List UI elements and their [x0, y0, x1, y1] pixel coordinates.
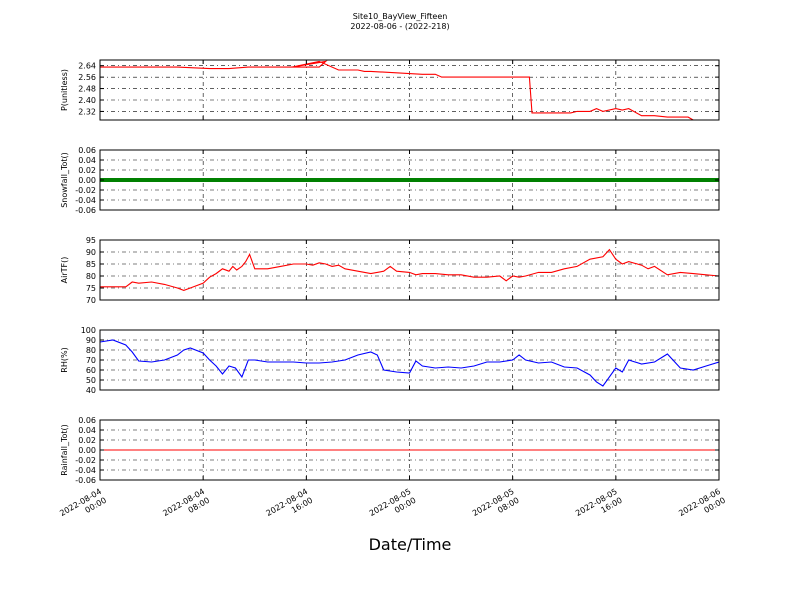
y-tick-label: 60: [86, 366, 96, 375]
y-tick-label: 2.64: [78, 62, 96, 71]
x-tick-label: 2022-08-0400:00: [58, 487, 108, 527]
subplot-panels: 2.322.402.482.562.64P(unitless)-0.06-0.0…: [60, 59, 720, 485]
y-tick-label: -0.04: [75, 196, 96, 205]
y-axis-label: Snowfall_Tot(): [60, 152, 69, 208]
y-tick-label: 0.04: [78, 156, 96, 165]
subplot-5: -0.06-0.04-0.020.000.020.040.06 Rainfall_…: [60, 416, 720, 485]
x-tick-label: 2022-08-0500:00: [368, 487, 418, 527]
y-tick-label: 90: [86, 248, 96, 257]
x-tick-label: 2022-08-0516:00: [574, 487, 624, 527]
x-tick-label: 2022-08-0416:00: [265, 487, 315, 527]
series-line: [100, 339, 719, 387]
x-axis-label: Date/Time: [369, 535, 452, 554]
y-tick-label: 2.40: [78, 96, 96, 105]
figure-subtitle: 2022-08-06 - (2022-218): [350, 22, 449, 31]
y-tick-label: 75: [86, 284, 96, 293]
y-axis-label: P(unitless): [60, 69, 69, 111]
y-tick-label: 2.32: [78, 107, 96, 116]
y-axis-label: Rainfall_Tot(): [60, 424, 69, 476]
y-tick-label: 0.02: [78, 166, 96, 175]
y-axis-label: RH(%): [60, 347, 69, 372]
y-tick-label: 0.00: [78, 176, 96, 185]
y-tick-label: 2.48: [78, 85, 96, 94]
series-line: [100, 248, 719, 291]
y-tick-label: 50: [86, 376, 96, 385]
y-tick-label: 70: [86, 356, 96, 365]
series-line: [100, 60, 719, 120]
y-tick-label: -0.06: [75, 476, 96, 485]
subplot-3: 70 75 80 85 90 95 AirTF(): [60, 236, 720, 305]
y-tick-label: 0.02: [78, 436, 96, 445]
y-tick-label: 70: [86, 296, 96, 305]
y-tick-label: 0.04: [78, 426, 96, 435]
y-tick-label: 95: [86, 236, 96, 245]
x-tick-label: 2022-08-0600:00: [677, 487, 727, 527]
y-axis-label: AirTF(): [60, 257, 69, 284]
figure-title: Site10_BayView_Fifteen: [353, 12, 448, 21]
y-tick-label: -0.02: [75, 186, 96, 195]
subplot-2: -0.06-0.04-0.020.000.020.040.06 Snowfall_…: [60, 146, 720, 215]
x-tick-label: 2022-08-0408:00: [161, 487, 211, 527]
y-tick-label: 0.06: [78, 416, 96, 425]
y-tick-label: 0.06: [78, 146, 96, 155]
y-tick-label: -0.06: [75, 206, 96, 215]
y-tick-label: -0.04: [75, 466, 96, 475]
y-tick-label: 40: [86, 386, 96, 395]
subplot-1: 2.32 2.40 2.48 2.56 2.64 P(unitless): [60, 59, 720, 121]
y-tick-label: 85: [86, 260, 96, 269]
y-tick-label: 80: [86, 346, 96, 355]
y-tick-label: 2.56: [78, 73, 96, 82]
y-tick-label: 0.00: [78, 446, 96, 455]
y-tick-label: 80: [86, 272, 96, 281]
x-axis-tick-labels: 2022-08-0400:00 2022-08-0408:00 2022-08-04…: [58, 487, 727, 527]
y-tick-label: 90: [86, 336, 96, 345]
y-tick-label: 100: [81, 326, 96, 335]
y-tick-label: -0.02: [75, 456, 96, 465]
x-tick-label: 2022-08-0508:00: [471, 487, 521, 527]
